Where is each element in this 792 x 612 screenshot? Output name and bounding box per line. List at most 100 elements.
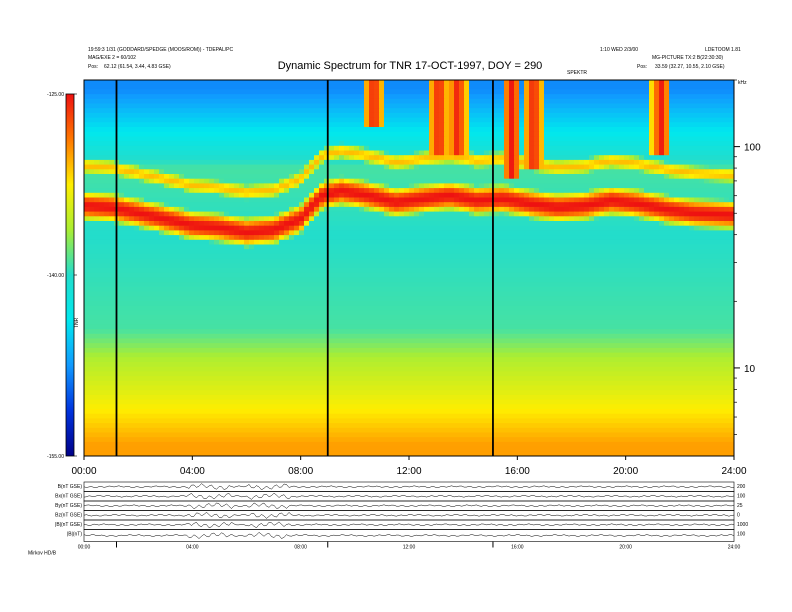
spectrogram-cell [319,108,325,114]
spectrogram-cell [449,221,455,227]
spectrogram-cell [539,141,545,147]
spectrogram-cell [314,239,320,245]
spectrogram-cell [619,169,625,175]
spectrogram-cell [579,192,585,198]
spectrogram-cell [214,89,220,95]
spectrogram-cell [374,155,380,161]
spectrogram-cell [209,192,215,198]
spectrogram-cell [589,94,595,100]
spectrogram-cell [109,89,115,95]
spectrogram-cell [369,183,375,189]
spectrogram-cell [159,230,165,236]
spectrogram-cell [184,221,190,227]
spectrogram-cell [314,253,320,259]
spectrogram-cell [294,127,300,133]
spectrogram-cell [369,192,375,198]
spectrogram-cell [119,127,125,133]
spectrogram-cell [534,225,540,231]
spectrogram-cell [489,145,495,151]
spectrogram-cell [269,202,275,208]
spectrogram-cell [239,136,245,142]
spectrogram-cell [199,89,205,95]
spectrogram-cell [529,169,535,175]
spectrogram-cell [204,89,210,95]
spectrogram-cell [359,206,365,212]
spectrogram-cell [239,150,245,156]
spectrogram-cell [459,164,465,170]
spectrogram-cell [504,122,510,128]
spectrogram-cell [239,197,245,203]
spectrogram-cell [179,89,185,95]
spectrogram-cell [124,197,130,203]
spectrogram-cell [299,197,305,203]
spectrogram-cell [124,103,130,109]
spectrogram-cell [344,108,350,114]
spectrogram-cell [354,211,360,217]
spectrogram-cell [119,155,125,161]
spectrogram-cell [659,108,665,114]
spectrogram-cell [564,183,570,189]
spectrogram-cell [349,197,355,203]
spectrogram-cell [294,239,300,245]
spectrogram-cell [694,178,700,184]
spectrogram-cell [559,80,565,86]
spectrogram-cell [229,244,235,250]
spectrogram-cell [474,230,480,236]
spectrogram-cell [344,98,350,104]
spectrogram-cell [349,108,355,114]
spectrogram-cell [89,253,95,259]
spectrogram-cell [654,136,660,142]
spectrogram-cell [224,112,230,118]
spectrogram-cell [174,221,180,227]
spectrogram-cell [269,94,275,100]
spectrogram-cell [214,192,220,198]
spectrogram-cell [274,94,280,100]
spectrogram-cell [179,80,185,86]
spectrogram-cell [484,122,490,128]
spectrogram-cell [234,159,240,165]
spectrogram-cell [454,94,460,100]
spectrogram-cell [694,159,700,165]
spectrogram-cell [229,84,235,90]
spectrogram-cell [404,169,410,175]
spectrogram-cell [184,84,190,90]
spectrogram-cell [709,183,715,189]
spectrogram-cell [714,80,720,86]
spectrogram-cell [509,235,515,241]
spectrogram-cell [299,150,305,156]
spectrogram-cell [349,192,355,198]
spectrogram-cell [189,188,195,194]
spectrogram-cell [479,164,485,170]
spectrogram-cell [454,141,460,147]
spectrogram-cell [344,253,350,259]
spectrogram-cell [419,192,425,198]
spectrogram-cell [494,89,500,95]
spectrogram-cell [629,98,635,104]
spectrogram-cell [354,216,360,222]
spectrogram-cell [689,230,695,236]
spectrogram-cell [619,197,625,203]
spectrogram-cell [89,112,95,118]
spectrogram-cell [594,80,600,86]
spectrogram-cell [264,150,270,156]
spectrogram-cell [294,202,300,208]
spectrogram-cell [179,249,185,255]
spectrogram-cell [254,249,260,255]
spectrogram-cell [349,98,355,104]
spectrogram-cell [629,155,635,161]
spectrogram-cell [584,108,590,114]
spectrogram-cell [254,206,260,212]
spectrogram-cell [259,94,265,100]
spectrogram-cell [489,98,495,104]
spectrogram-cell [469,202,475,208]
spectrogram-cell [584,225,590,231]
spectrogram-cell [259,169,265,175]
spectrogram-cell [164,136,170,142]
spectrogram-cell [134,230,140,236]
spectrogram-cell [514,192,520,198]
spectrogram-cell [689,216,695,222]
spectrogram-cell [354,174,360,180]
spectrogram-cell [209,230,215,236]
spectrogram-cell [239,169,245,175]
spectrogram-cell [254,235,260,241]
